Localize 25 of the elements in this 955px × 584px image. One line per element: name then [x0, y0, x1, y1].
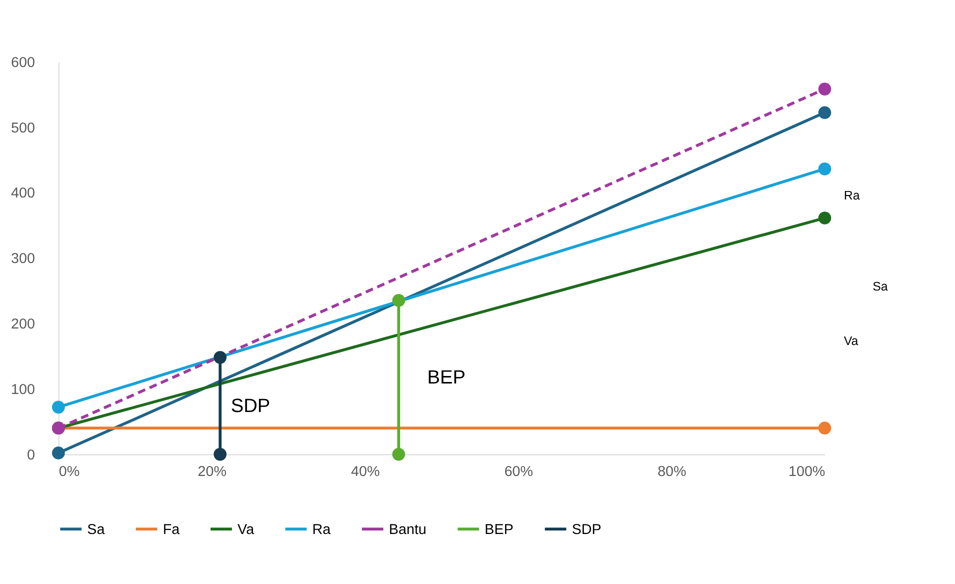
- text: Va: [844, 334, 858, 348]
- legend-label: Va: [238, 522, 254, 538]
- legend-label: Fa: [162, 522, 180, 538]
- annotation: BEP: [427, 367, 466, 388]
- legend-label: Ra: [312, 522, 331, 538]
- x-tick-label: 80%: [658, 464, 687, 480]
- x-tick-label: 60%: [504, 464, 534, 480]
- y-tick-label: 600: [10, 54, 35, 71]
- annotation: SDP: [230, 396, 270, 418]
- y-tick-label: 300: [10, 251, 35, 268]
- text: Sa: [872, 279, 888, 294]
- x-tick-label: 20%: [198, 464, 227, 480]
- x-tick-label: 0%: [58, 464, 80, 480]
- legend-label: Bantu: [388, 522, 426, 538]
- y-tick-label: 0: [26, 448, 35, 464]
- text: Ra: [844, 188, 860, 202]
- x-tick-label: 40%: [351, 464, 380, 480]
- x-tick-label: 100%: [788, 464, 826, 480]
- legend-label: BEP: [484, 522, 514, 538]
- legend-label: SDP: [572, 522, 602, 538]
- legend-label: Sa: [87, 522, 105, 538]
- y-tick-label: 100: [10, 382, 35, 398]
- y-tick-label: 400: [10, 186, 35, 202]
- y-tick-label: 200: [10, 316, 35, 333]
- y-tick-label: 500: [10, 120, 35, 136]
